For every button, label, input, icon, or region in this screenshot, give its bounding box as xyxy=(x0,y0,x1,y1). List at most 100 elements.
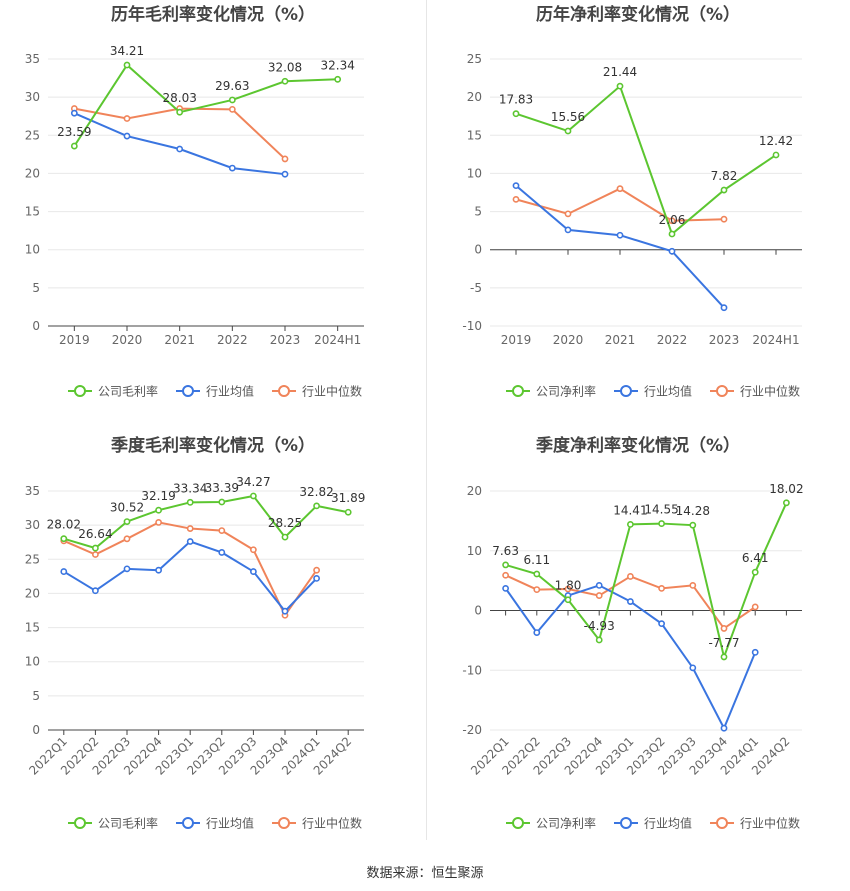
y-tick-label: 0 xyxy=(474,243,482,257)
x-tick-label: 2021 xyxy=(605,333,636,347)
legend-marker xyxy=(716,385,728,397)
data-label: 21.44 xyxy=(603,65,637,79)
data-point-company xyxy=(533,570,541,578)
x-tick-label: 2024H1 xyxy=(752,333,799,347)
data-point-company xyxy=(60,535,68,543)
data-point-industry_avg xyxy=(658,620,665,628)
data-point-industry_median xyxy=(249,546,257,554)
data-point-company xyxy=(155,506,162,514)
data-label: 29.63 xyxy=(215,79,249,93)
data-point-industry_median xyxy=(123,535,131,543)
data-point-industry_avg xyxy=(595,582,603,589)
y-tick-label: 30 xyxy=(25,90,40,104)
legend-marker xyxy=(74,817,86,829)
legend-marker xyxy=(182,817,194,829)
data-label: -7.77 xyxy=(708,636,739,650)
data-point-company xyxy=(344,508,352,516)
data-point-company xyxy=(123,61,131,69)
quarterly-gross-margin-chart: 季度毛利率变化情况（%）051015202530352022Q12022Q220… xyxy=(25,435,366,831)
data-point-industry_median xyxy=(92,551,99,558)
legend-marker xyxy=(512,385,524,397)
data-label: 30.52 xyxy=(110,501,144,515)
x-tick-label: 2023 xyxy=(709,333,740,347)
data-label: 34.21 xyxy=(110,44,144,58)
y-tick-label: -10 xyxy=(462,319,482,333)
data-point-company xyxy=(70,142,78,150)
data-point-industry_median xyxy=(658,584,665,592)
legend-label: 公司净利率 xyxy=(536,384,596,399)
data-point-company xyxy=(668,230,676,238)
data-point-industry_median xyxy=(313,566,320,574)
data-label: 34.27 xyxy=(236,475,270,489)
data-point-industry_avg xyxy=(313,575,320,582)
legend-marker xyxy=(620,817,632,829)
data-label: 32.34 xyxy=(320,58,354,72)
series-line-industry_avg xyxy=(73,112,286,176)
legend-label: 行业中位数 xyxy=(740,816,800,831)
x-tick-label: 2024H1 xyxy=(314,333,361,347)
chart-title: 季度毛利率变化情况（%） xyxy=(111,435,315,456)
y-tick-label: 10 xyxy=(25,243,40,257)
y-tick-label: 20 xyxy=(25,586,40,600)
data-point-industry_avg xyxy=(720,304,728,312)
data-label: 12.42 xyxy=(759,134,793,148)
y-tick-label: 5 xyxy=(32,689,40,703)
y-tick-label: 10 xyxy=(467,166,482,180)
y-tick-label: 0 xyxy=(32,319,40,333)
y-tick-label: 35 xyxy=(25,484,40,498)
data-point-industry_avg xyxy=(533,629,541,637)
data-point-industry_median xyxy=(595,592,603,599)
legend-label: 公司毛利率 xyxy=(98,816,158,831)
data-label: 28.25 xyxy=(268,516,302,530)
data-point-industry_avg xyxy=(281,170,289,178)
data-label: 15.56 xyxy=(551,110,585,124)
x-tick-label: 2021 xyxy=(164,333,195,347)
data-point-industry_median xyxy=(186,525,194,532)
data-point-industry_median xyxy=(627,573,634,580)
y-tick-label: 5 xyxy=(474,205,482,219)
data-label: 14.41 xyxy=(613,503,647,517)
data-point-company xyxy=(616,82,624,90)
y-tick-label: 0 xyxy=(32,723,40,737)
data-point-industry_avg xyxy=(689,664,697,672)
data-point-industry_avg xyxy=(155,566,162,574)
data-label: 7.82 xyxy=(711,169,738,183)
data-point-industry_avg xyxy=(627,598,634,605)
legend-label: 公司毛利率 xyxy=(98,384,158,399)
x-tick-label: 2019 xyxy=(59,333,90,347)
y-tick-label: 30 xyxy=(25,518,40,532)
data-point-company xyxy=(281,533,289,541)
legend-label: 行业均值 xyxy=(206,816,254,831)
data-point-industry_avg xyxy=(228,164,236,172)
data-point-company xyxy=(595,636,603,644)
data-point-industry_avg xyxy=(751,648,759,656)
data-point-company xyxy=(720,186,728,194)
chart-title: 历年净利率变化情况（%） xyxy=(536,4,740,25)
data-point-company xyxy=(689,521,697,529)
data-point-industry_avg xyxy=(720,724,728,732)
data-point-industry_avg xyxy=(123,565,131,573)
x-tick-label: 2023 xyxy=(270,333,301,347)
y-tick-label: 25 xyxy=(25,552,40,566)
data-point-industry_avg xyxy=(502,584,509,592)
legend-marker xyxy=(512,817,524,829)
data-label: 28.03 xyxy=(162,91,196,105)
data-point-industry_median xyxy=(218,527,226,535)
data-label: 33.39 xyxy=(205,481,239,495)
x-tick-label: 2020 xyxy=(112,333,143,347)
x-tick-label: 2019 xyxy=(501,333,532,347)
y-tick-label: 35 xyxy=(25,52,40,66)
data-point-company xyxy=(772,151,780,159)
legend-label: 行业均值 xyxy=(206,384,254,399)
series-line-company xyxy=(505,502,788,661)
data-point-company xyxy=(783,499,790,507)
data-point-company xyxy=(627,521,634,528)
data-point-company xyxy=(564,596,572,604)
data-point-company xyxy=(502,561,509,569)
y-tick-label: 15 xyxy=(25,621,40,635)
y-tick-label: 5 xyxy=(32,281,40,295)
data-point-industry_median xyxy=(564,585,572,593)
x-tick-label: 2022 xyxy=(217,333,248,347)
chart-title: 季度净利率变化情况（%） xyxy=(536,435,740,456)
data-point-company xyxy=(658,520,665,527)
